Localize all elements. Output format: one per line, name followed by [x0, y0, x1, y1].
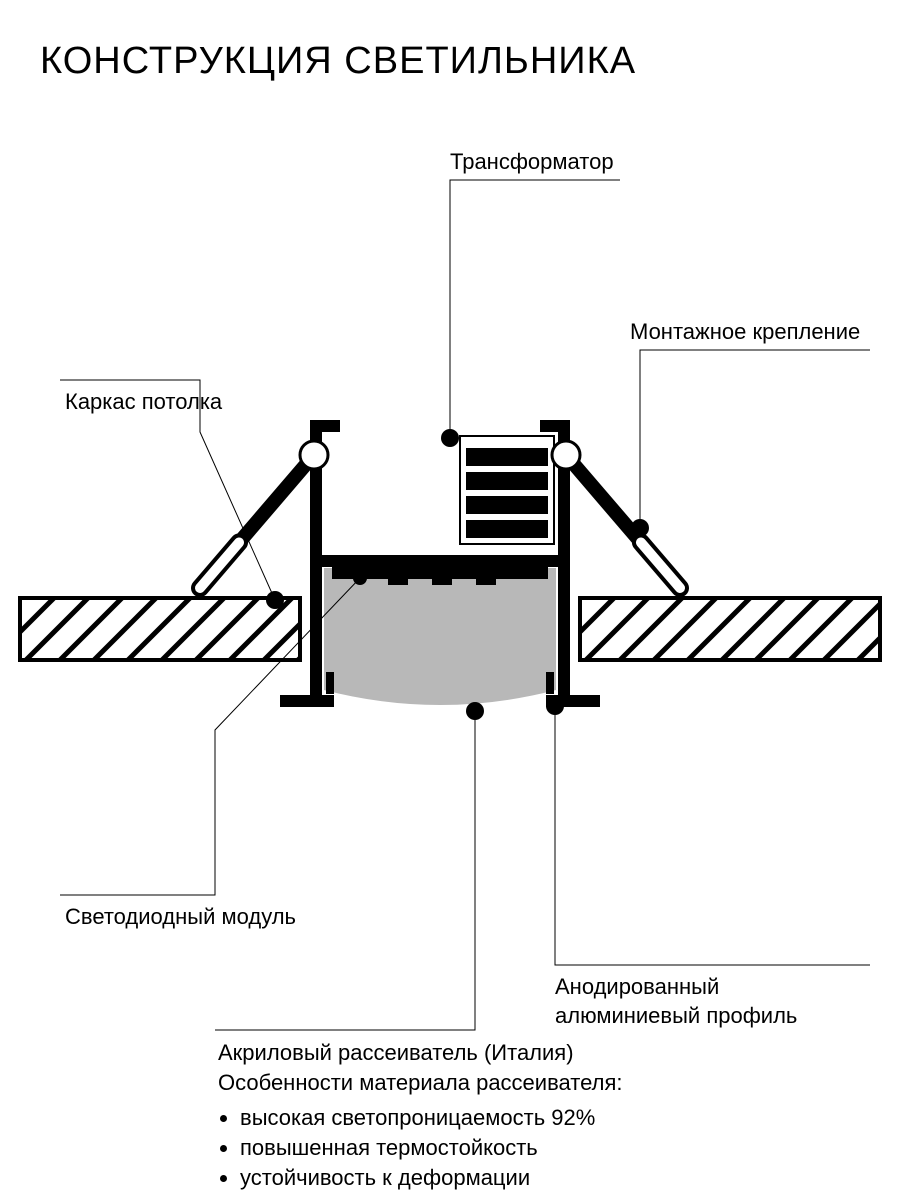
label-frame: Каркас потолка: [65, 388, 222, 417]
diffuser-bullet: повышенная термостойкость: [240, 1133, 622, 1163]
label-transformer: Трансформатор: [450, 148, 614, 177]
label-diffuser: Акриловый рассеиватель (Италия) Особенно…: [218, 1038, 622, 1192]
diffuser-bullet: устойчивость к деформации: [240, 1163, 622, 1193]
page: КОНСТРУКЦИЯ СВЕТИЛЬНИКА Трансформатор Мо…: [0, 0, 900, 1200]
label-profile: Анодированный алюминиевый профиль: [555, 973, 797, 1030]
label-led: Светодиодный модуль: [65, 903, 296, 932]
diffuser-subtitle: Особенности материала рассеивателя:: [218, 1068, 622, 1098]
diffuser-bullet-list: высокая светопроницаемость 92% повышенна…: [218, 1103, 622, 1192]
diffuser-bullet: высокая светопроницаемость 92%: [240, 1103, 622, 1133]
label-mount: Монтажное крепление: [630, 318, 860, 347]
diffuser-title: Акриловый рассеиватель (Италия): [218, 1038, 622, 1068]
